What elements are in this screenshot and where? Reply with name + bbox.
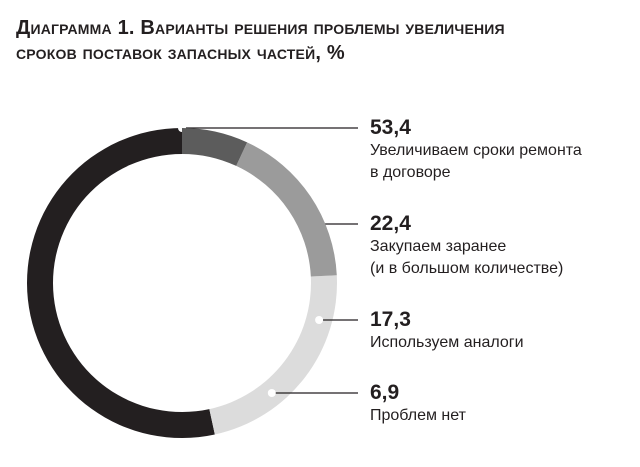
donut-segment — [182, 128, 248, 166]
category-label: Закупаем заранее (и в большом количестве… — [370, 238, 564, 277]
leader-dot — [315, 316, 324, 324]
category-label: Используем аналоги — [370, 334, 524, 351]
value-label: 22,4 — [370, 212, 411, 235]
category-label: Проблем нет — [370, 407, 466, 424]
leader-dot — [267, 389, 276, 397]
donut-segment — [236, 142, 337, 277]
value-label: 6,9 — [370, 381, 400, 404]
donut-segment — [27, 128, 215, 438]
chart-title: Диаграмма 1. Варианты решения проблемы у… — [16, 17, 505, 64]
donut-segment — [209, 275, 337, 435]
value-label: 17,3 — [370, 308, 411, 331]
category-label: Увеличиваем сроки ремонта в договоре — [370, 142, 582, 181]
value-label: 53,4 — [370, 116, 411, 139]
